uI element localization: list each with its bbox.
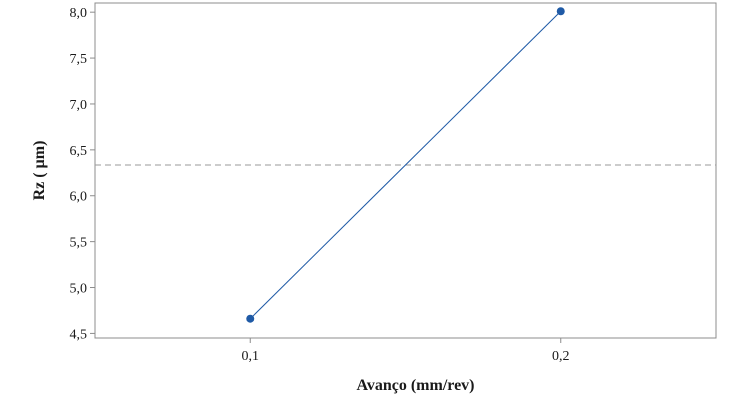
- series-layer: [246, 7, 565, 323]
- data-point: [246, 314, 255, 323]
- y-tick-label: 7,5: [70, 52, 88, 67]
- y-tick-label: 4,5: [70, 327, 88, 342]
- x-tick-label: 0,1: [242, 349, 260, 364]
- y-tick-label: 5,5: [70, 236, 88, 251]
- series-line: [249, 10, 562, 320]
- y-tick-label: 6,5: [70, 144, 88, 159]
- y-axis: 4,5 5,0 5,5 6,0 6,5 7,0 7,5 8,0: [70, 6, 95, 342]
- y-tick-label: 7,0: [70, 98, 88, 113]
- x-axis: 0,1 0,2: [242, 338, 570, 364]
- x-tick-label: 0,2: [552, 349, 570, 364]
- y-axis-title: Rz ( µm): [31, 141, 48, 201]
- x-axis-title: Avanço (mm/rev): [356, 377, 474, 394]
- y-tick-label: 6,0: [70, 190, 88, 205]
- data-point: [556, 7, 565, 16]
- plot-area-frame: [94, 2, 717, 339]
- y-tick-label: 8,0: [70, 6, 88, 21]
- y-tick-label: 5,0: [70, 282, 88, 297]
